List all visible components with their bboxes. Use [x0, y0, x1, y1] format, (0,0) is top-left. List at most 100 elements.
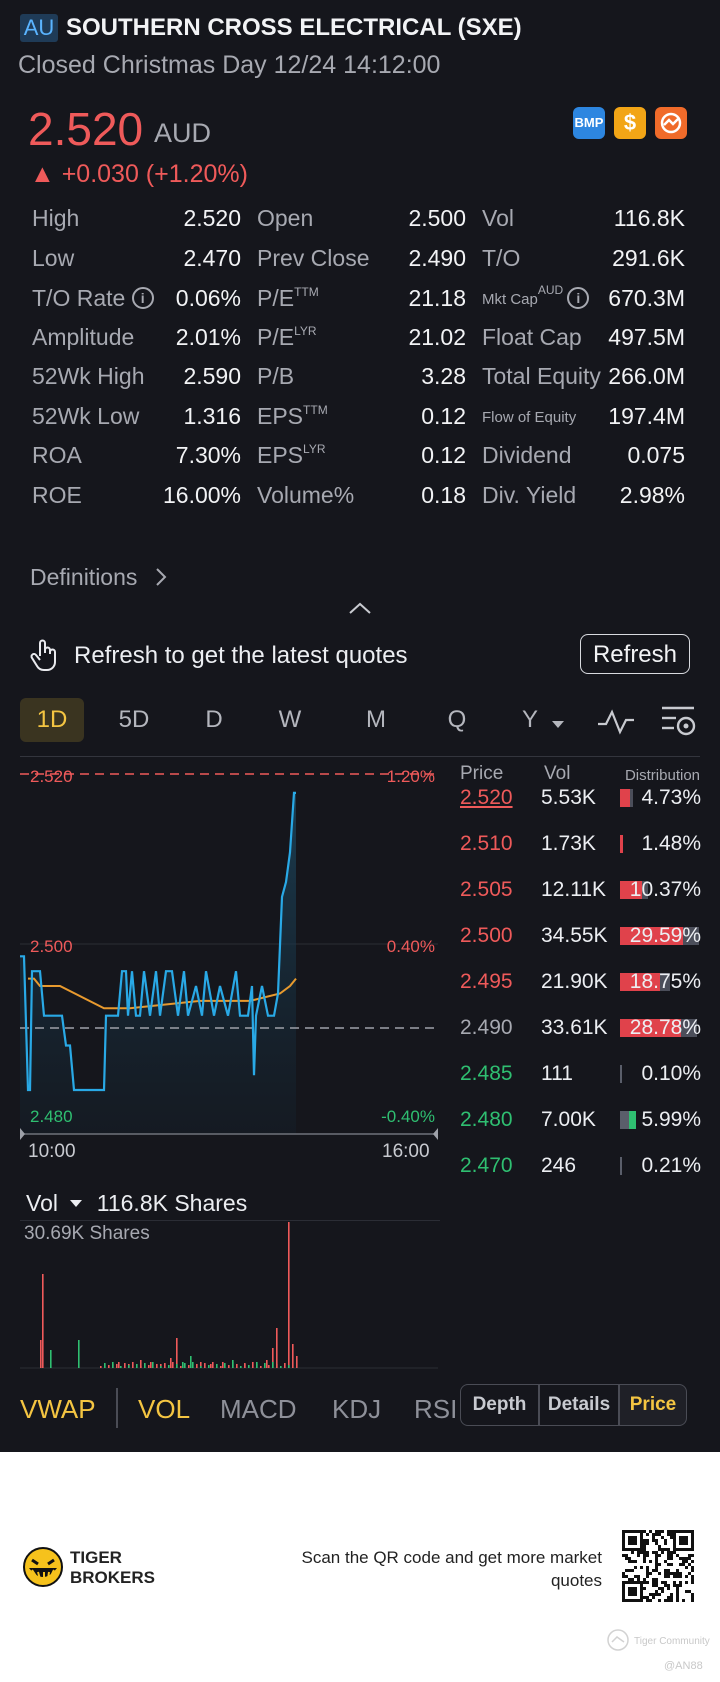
stat-label-text: P/E: [257, 285, 295, 311]
stat-value-open: 2.500: [408, 205, 466, 231]
volume-header[interactable]: Vol 116.8K Shares: [26, 1188, 247, 1218]
stat-label-text: 52Wk Low: [32, 403, 140, 429]
period-tab-1d[interactable]: 1D: [20, 698, 84, 742]
segment-details[interactable]: Details: [539, 1384, 619, 1426]
period-tab-q[interactable]: Q: [447, 706, 467, 733]
indicator-macd[interactable]: MACD: [220, 1394, 297, 1424]
stat-label-text: Dividend: [482, 442, 572, 468]
bmp-icon[interactable]: BMP: [573, 107, 605, 139]
volume-bar: [120, 1366, 122, 1368]
stat-value-prev-close: 2.490: [408, 245, 466, 271]
indicator-rsi[interactable]: RSI: [414, 1394, 458, 1424]
stat-label-text: Volume%: [257, 482, 355, 508]
stat-value-low: 2.470: [183, 245, 241, 271]
refresh-button[interactable]: Refresh: [580, 634, 690, 674]
volume-bar: [196, 1364, 198, 1368]
volume-bar: [182, 1362, 184, 1368]
stat-label-text: Vol: [482, 205, 514, 231]
chevron-up-icon[interactable]: [348, 600, 372, 621]
segment-price[interactable]: Price: [619, 1384, 687, 1426]
dollar-icon[interactable]: $: [614, 107, 646, 139]
stat-value-high: 2.520: [183, 205, 241, 231]
volume-bar: [152, 1362, 154, 1368]
indicator-kdj[interactable]: KDJ: [332, 1394, 382, 1424]
intraday-chart[interactable]: 2.520 2.500 2.480 1.20% 0.40% -0.40%: [0, 760, 440, 1150]
volume-divider: [20, 1220, 440, 1221]
depth-vol: 7.00K: [541, 1108, 596, 1131]
stat-label-sup: TTM: [303, 403, 328, 417]
depth-distribution-pct: 1.48%: [641, 832, 701, 855]
distribution-bar-secondary: [681, 1019, 697, 1037]
segment-depth[interactable]: Depth: [460, 1384, 539, 1426]
period-tab-d[interactable]: D: [205, 706, 223, 733]
stat-label-open: Open: [257, 203, 313, 233]
depth-distribution-pct: 18.75%: [629, 970, 701, 993]
volume-bar: [200, 1366, 202, 1368]
volume-label: Vol: [26, 1190, 58, 1216]
depth-distribution-pct: 0.10%: [641, 1062, 701, 1085]
depth-price: 2.490: [460, 1016, 513, 1039]
volume-bar: [176, 1338, 178, 1368]
stat-value-eps-lyr: 0.12: [421, 442, 466, 468]
depth-vol: 34.55K: [541, 924, 608, 947]
stat-value-t-o-rate: 0.06%: [175, 285, 241, 311]
period-tab-5d[interactable]: 5D: [118, 706, 150, 733]
volume-bar: [144, 1363, 146, 1368]
definitions-label: Definitions: [30, 564, 138, 590]
stat-label-text: Flow of Equity: [482, 409, 577, 426]
stat-value-roe: 16.00%: [162, 482, 241, 508]
indicator-vol[interactable]: VOL: [138, 1394, 191, 1424]
period-tab-y[interactable]: Y: [521, 706, 538, 733]
pct-label-top: 1.20%: [387, 767, 435, 786]
share-icon[interactable]: [655, 107, 687, 139]
indicator-vwap[interactable]: VWAP: [20, 1394, 96, 1424]
distribution-bar-secondary: [642, 881, 648, 899]
definitions-link[interactable]: Definitions: [30, 562, 168, 592]
stat-value-volume: 0.18: [421, 482, 466, 508]
depth-header-distribution: Distribution: [624, 767, 700, 784]
chart-type-icon[interactable]: [596, 706, 636, 741]
distribution-bar-primary: [620, 1065, 622, 1083]
distribution-bar-primary: [620, 927, 684, 945]
community-logo-icon: [604, 1628, 632, 1657]
price-area: [20, 792, 296, 1134]
volume-bar: [78, 1340, 80, 1368]
depth-header-price: Price: [460, 763, 504, 784]
volume-chart[interactable]: [0, 1220, 440, 1370]
volume-bar: [132, 1362, 134, 1368]
volume-bar: [140, 1366, 142, 1368]
x-axis-end-marker: [433, 1128, 438, 1140]
stat-label-text: P/E: [257, 324, 295, 350]
volume-bar: [156, 1364, 158, 1368]
tabs-divider: [20, 756, 700, 757]
refresh-message: Refresh to get the latest quotes: [74, 642, 408, 669]
period-tab-m[interactable]: M: [366, 706, 386, 733]
caret-down-icon: [70, 1200, 83, 1207]
stat-value-dividend: 0.075: [627, 442, 685, 468]
volume-bar: [104, 1363, 106, 1368]
info-icon[interactable]: i: [567, 287, 590, 310]
market-status: Closed Christmas Day 12/24 14:12:00: [18, 51, 441, 79]
volume-bar: [180, 1366, 182, 1368]
depth-vol: 111: [541, 1062, 573, 1085]
volume-bar: [164, 1363, 166, 1368]
share-footer: [0, 1452, 720, 1682]
chart-settings-icon[interactable]: [660, 704, 698, 745]
brand-line2: BROKERS: [70, 1568, 156, 1587]
stat-label-t-o-rate: T/O Rate i: [32, 283, 154, 313]
depth-price: 2.470: [460, 1154, 513, 1177]
depth-vol: 12.11K: [541, 878, 606, 901]
volume-bar: [40, 1340, 42, 1368]
period-tab-w[interactable]: W: [278, 706, 302, 733]
volume-bar: [228, 1365, 230, 1368]
stat-value-total-equity: 266.0M: [608, 363, 685, 389]
volume-bar: [108, 1365, 110, 1368]
volume-bar: [112, 1362, 114, 1368]
volume-max: 30.69K Shares: [24, 1223, 150, 1244]
depth-distribution-pct: 29.59%: [629, 924, 701, 947]
y-label-mid: 2.500: [30, 937, 73, 956]
info-icon[interactable]: i: [131, 286, 154, 309]
volume-bar: [292, 1344, 294, 1368]
distribution-bar-secondary: [660, 973, 670, 991]
volume-bar: [192, 1362, 194, 1368]
